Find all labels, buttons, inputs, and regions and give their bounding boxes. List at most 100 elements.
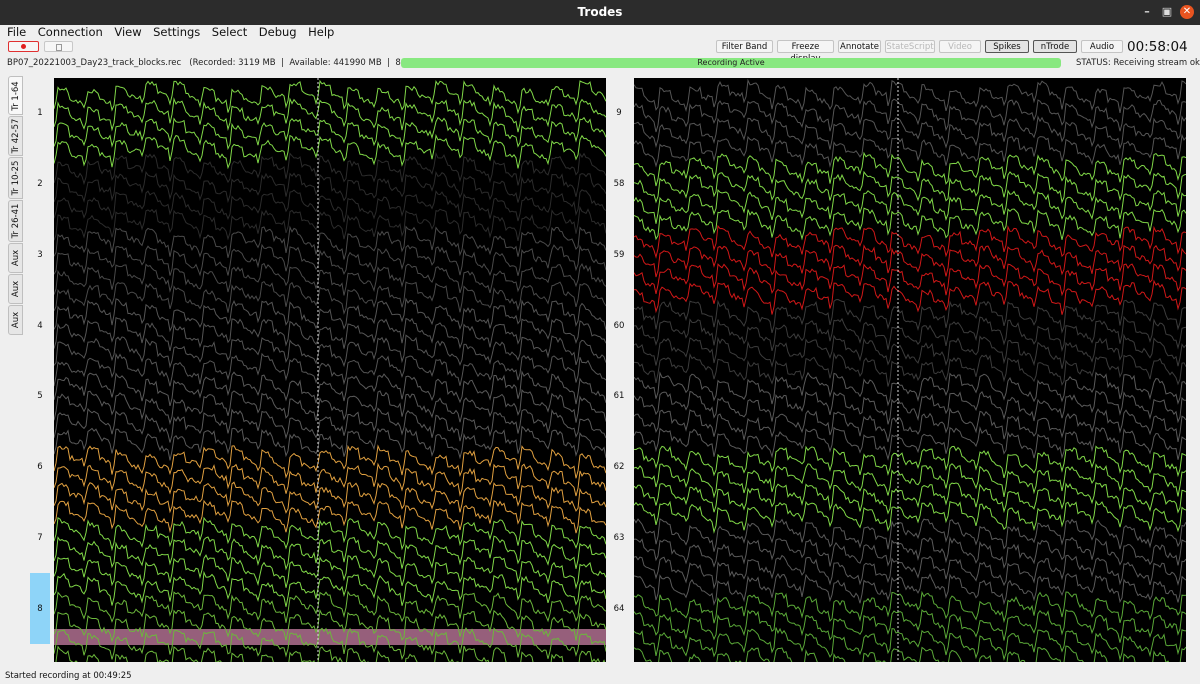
channel-label[interactable]: 58 bbox=[613, 179, 625, 189]
channel-trace bbox=[54, 608, 606, 643]
channel-trace bbox=[54, 535, 606, 571]
menu-settings[interactable]: Settings bbox=[153, 25, 201, 39]
channel-trace bbox=[634, 645, 1186, 662]
channel-trace bbox=[634, 115, 1186, 150]
stream-status: STATUS: Receiving stream ok bbox=[1076, 58, 1200, 68]
channel-label[interactable]: 59 bbox=[613, 250, 625, 260]
channel-label[interactable]: 8 bbox=[37, 604, 43, 614]
channel-trace bbox=[634, 298, 1186, 334]
tab-label: Tr 26-41 bbox=[10, 203, 21, 239]
channel-trace bbox=[634, 518, 1186, 552]
menu-select[interactable]: Select bbox=[211, 25, 248, 39]
pause-button[interactable] bbox=[44, 41, 73, 52]
channel-trace bbox=[54, 262, 606, 296]
menu-help[interactable]: Help bbox=[308, 25, 335, 39]
minimize-icon[interactable]: – bbox=[1144, 5, 1150, 18]
channel-label[interactable]: 63 bbox=[613, 533, 625, 543]
channel-trace bbox=[634, 188, 1186, 224]
tab-tr-1-64[interactable]: Tr 1-64 bbox=[8, 76, 23, 115]
channel-trace bbox=[54, 462, 606, 497]
tab-label: Tr 1-64 bbox=[10, 80, 21, 111]
channel-trace bbox=[634, 572, 1186, 606]
channel-trace bbox=[634, 536, 1186, 569]
tab-label: Aux bbox=[10, 280, 21, 298]
menu-debug[interactable]: Debug bbox=[258, 25, 297, 39]
channel-trace bbox=[54, 388, 606, 425]
left-trace-panel[interactable] bbox=[54, 78, 606, 662]
tab-aux-1[interactable]: Aux bbox=[8, 243, 23, 273]
maximize-icon[interactable]: ▣ bbox=[1161, 5, 1173, 18]
channel-label[interactable]: 9 bbox=[616, 108, 622, 118]
channel-label[interactable]: 61 bbox=[613, 391, 625, 401]
selected-ntrode-marker bbox=[30, 573, 50, 644]
channel-label[interactable]: 62 bbox=[613, 462, 625, 472]
spikes-button[interactable]: Spikes bbox=[985, 40, 1029, 53]
channel-label[interactable]: 64 bbox=[613, 604, 625, 614]
menu-connection[interactable]: Connection bbox=[37, 25, 103, 39]
channel-trace bbox=[54, 97, 606, 133]
channel-trace bbox=[634, 590, 1186, 624]
channel-trace bbox=[54, 280, 606, 315]
channel-trace bbox=[54, 297, 606, 333]
tab-tr-42-57[interactable]: Tr 42-57 bbox=[8, 116, 23, 156]
channel-label[interactable]: 5 bbox=[37, 391, 43, 401]
channel-trace bbox=[634, 627, 1186, 662]
channel-trace bbox=[634, 609, 1186, 643]
close-icon[interactable]: ✕ bbox=[1180, 5, 1194, 19]
channel-trace bbox=[54, 189, 606, 223]
right-trace-panel[interactable] bbox=[634, 78, 1186, 662]
channel-trace bbox=[54, 116, 606, 151]
channel-label[interactable]: 1 bbox=[37, 108, 43, 118]
record-button[interactable] bbox=[8, 41, 39, 52]
channel-trace bbox=[634, 244, 1186, 278]
channel-label[interactable]: 4 bbox=[37, 321, 43, 331]
channel-trace bbox=[634, 500, 1186, 534]
channel-label[interactable]: 60 bbox=[613, 321, 625, 331]
menu-file[interactable]: File bbox=[7, 25, 27, 39]
progress-label: Recording Active bbox=[697, 58, 765, 67]
tab-tr-10-25[interactable]: Tr 10-25 bbox=[8, 157, 23, 199]
channel-trace bbox=[634, 390, 1186, 425]
menu-view[interactable]: View bbox=[114, 25, 142, 39]
channel-trace bbox=[54, 79, 606, 115]
ntrode-button[interactable]: nTrode bbox=[1033, 40, 1077, 53]
channel-trace bbox=[634, 426, 1186, 461]
annotate-button[interactable]: Annotate bbox=[838, 40, 881, 53]
tab-aux-2[interactable]: Aux bbox=[8, 274, 23, 304]
statescript-button[interactable]: StateScript bbox=[885, 40, 935, 53]
channel-trace bbox=[54, 627, 606, 661]
title-bar: Trodes – ▣ ✕ bbox=[0, 0, 1200, 25]
channel-trace bbox=[634, 481, 1186, 515]
channel-trace bbox=[54, 554, 606, 590]
bottom-status: Started recording at 00:49:25 bbox=[5, 671, 132, 681]
freeze-display-button[interactable]: Freeze display bbox=[777, 40, 834, 64]
channel-label[interactable]: 6 bbox=[37, 462, 43, 472]
right-trace-canvas bbox=[634, 78, 1186, 662]
tab-aux-3[interactable]: Aux bbox=[8, 305, 23, 335]
toolbar: Filter Band Freeze display Annotate Stat… bbox=[0, 39, 1200, 64]
channel-trace bbox=[634, 463, 1186, 499]
channel-trace bbox=[55, 645, 606, 662]
channel-trace bbox=[634, 224, 1186, 259]
audio-button[interactable]: Audio bbox=[1081, 40, 1123, 53]
recording-clock: 00:58:04 bbox=[1127, 39, 1188, 55]
channel-trace bbox=[54, 444, 606, 479]
channel-label[interactable]: 3 bbox=[37, 250, 43, 260]
filter-band-button[interactable]: Filter Band bbox=[716, 40, 773, 53]
channel-trace bbox=[54, 316, 606, 352]
status-line: BP07_20221003_Day23_track_blocks.rec (Re… bbox=[0, 56, 1200, 70]
channel-trace bbox=[634, 371, 1186, 407]
video-button[interactable]: Video bbox=[939, 40, 981, 53]
channel-trace bbox=[54, 243, 606, 277]
menu-bar: File Connection View Settings Select Deb… bbox=[0, 25, 1200, 39]
tab-label: Tr 42-57 bbox=[10, 118, 21, 154]
channel-trace bbox=[634, 133, 1186, 168]
channel-trace bbox=[634, 207, 1186, 241]
channel-label[interactable]: 7 bbox=[37, 533, 43, 543]
channel-trace bbox=[54, 590, 606, 623]
channel-label[interactable]: 2 bbox=[37, 179, 43, 189]
channel-trace bbox=[54, 205, 606, 241]
channel-trace bbox=[634, 445, 1186, 479]
channel-trace bbox=[634, 554, 1186, 590]
tab-tr-26-41[interactable]: Tr 26-41 bbox=[8, 200, 23, 242]
